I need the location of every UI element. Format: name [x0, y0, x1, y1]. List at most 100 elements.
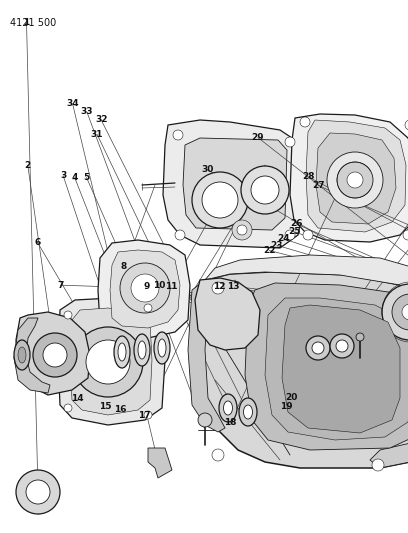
Text: 5: 5 [83, 173, 90, 182]
Text: 10: 10 [153, 281, 165, 289]
Circle shape [144, 304, 152, 312]
Polygon shape [110, 250, 180, 328]
Circle shape [327, 152, 383, 208]
Text: 20: 20 [285, 393, 297, 401]
Circle shape [202, 182, 238, 218]
Polygon shape [148, 448, 172, 478]
Text: 8: 8 [120, 262, 127, 271]
Text: 4: 4 [71, 173, 78, 182]
Ellipse shape [18, 347, 26, 363]
Polygon shape [245, 283, 408, 450]
Ellipse shape [219, 394, 237, 422]
Text: 31: 31 [91, 130, 103, 139]
Polygon shape [58, 298, 165, 425]
Circle shape [212, 449, 224, 461]
Text: 3: 3 [60, 172, 67, 180]
Circle shape [347, 172, 363, 188]
Circle shape [330, 334, 354, 358]
Text: 18: 18 [224, 418, 237, 427]
Ellipse shape [154, 332, 170, 364]
Circle shape [212, 282, 224, 294]
Circle shape [356, 333, 364, 341]
Polygon shape [198, 272, 408, 468]
Circle shape [120, 263, 170, 313]
Ellipse shape [239, 398, 257, 426]
Text: 30: 30 [201, 165, 213, 174]
Circle shape [285, 137, 295, 147]
Text: 9: 9 [144, 282, 150, 291]
Polygon shape [14, 318, 50, 393]
Circle shape [300, 117, 310, 127]
Text: 16: 16 [115, 405, 127, 414]
Text: 13: 13 [227, 282, 239, 290]
Circle shape [64, 404, 72, 412]
Circle shape [175, 230, 185, 240]
Circle shape [285, 230, 295, 240]
Polygon shape [282, 305, 400, 433]
Circle shape [372, 459, 384, 471]
Ellipse shape [134, 334, 150, 366]
Text: 19: 19 [281, 402, 293, 411]
Circle shape [312, 342, 324, 354]
Text: 4121 500: 4121 500 [10, 18, 56, 28]
Circle shape [402, 304, 408, 320]
Polygon shape [195, 278, 260, 350]
Text: 32: 32 [95, 116, 107, 124]
Polygon shape [265, 298, 408, 440]
Text: 17: 17 [139, 411, 151, 420]
Text: 15: 15 [99, 402, 111, 410]
Circle shape [306, 336, 330, 360]
Text: 2: 2 [24, 161, 31, 169]
Circle shape [144, 411, 152, 419]
Circle shape [64, 311, 72, 319]
Circle shape [43, 343, 67, 367]
Circle shape [403, 230, 408, 240]
Circle shape [33, 333, 77, 377]
Circle shape [251, 176, 279, 204]
Text: 14: 14 [71, 394, 84, 403]
Ellipse shape [118, 343, 126, 361]
Ellipse shape [14, 340, 30, 370]
Circle shape [241, 166, 289, 214]
Text: 34: 34 [67, 100, 79, 108]
Polygon shape [205, 255, 408, 320]
Ellipse shape [138, 341, 146, 359]
Polygon shape [370, 310, 408, 468]
Circle shape [405, 120, 408, 130]
Circle shape [392, 294, 408, 330]
Text: 6: 6 [34, 238, 41, 247]
Text: 27: 27 [312, 181, 324, 190]
Circle shape [192, 172, 248, 228]
Circle shape [73, 327, 143, 397]
Circle shape [131, 274, 159, 302]
Polygon shape [188, 280, 225, 432]
Circle shape [173, 130, 183, 140]
Polygon shape [183, 138, 287, 230]
Text: 24: 24 [277, 235, 290, 243]
Polygon shape [290, 114, 408, 242]
Polygon shape [306, 120, 406, 232]
Text: 23: 23 [271, 241, 283, 249]
Circle shape [16, 470, 60, 514]
Polygon shape [163, 120, 302, 248]
Circle shape [336, 340, 348, 352]
Ellipse shape [224, 401, 233, 415]
Text: 29: 29 [252, 133, 264, 142]
Circle shape [198, 413, 212, 427]
Ellipse shape [244, 405, 253, 419]
Circle shape [382, 284, 408, 340]
Text: 12: 12 [213, 282, 226, 290]
Text: 26: 26 [290, 220, 302, 228]
Circle shape [86, 340, 130, 384]
Text: 25: 25 [288, 228, 301, 236]
Text: 7: 7 [57, 281, 64, 289]
Polygon shape [98, 240, 190, 338]
Circle shape [232, 220, 252, 240]
Circle shape [303, 230, 313, 240]
Text: 1: 1 [23, 18, 30, 27]
Ellipse shape [158, 339, 166, 357]
Text: 28: 28 [302, 173, 315, 181]
Polygon shape [70, 308, 152, 415]
Ellipse shape [114, 336, 130, 368]
Circle shape [337, 162, 373, 198]
